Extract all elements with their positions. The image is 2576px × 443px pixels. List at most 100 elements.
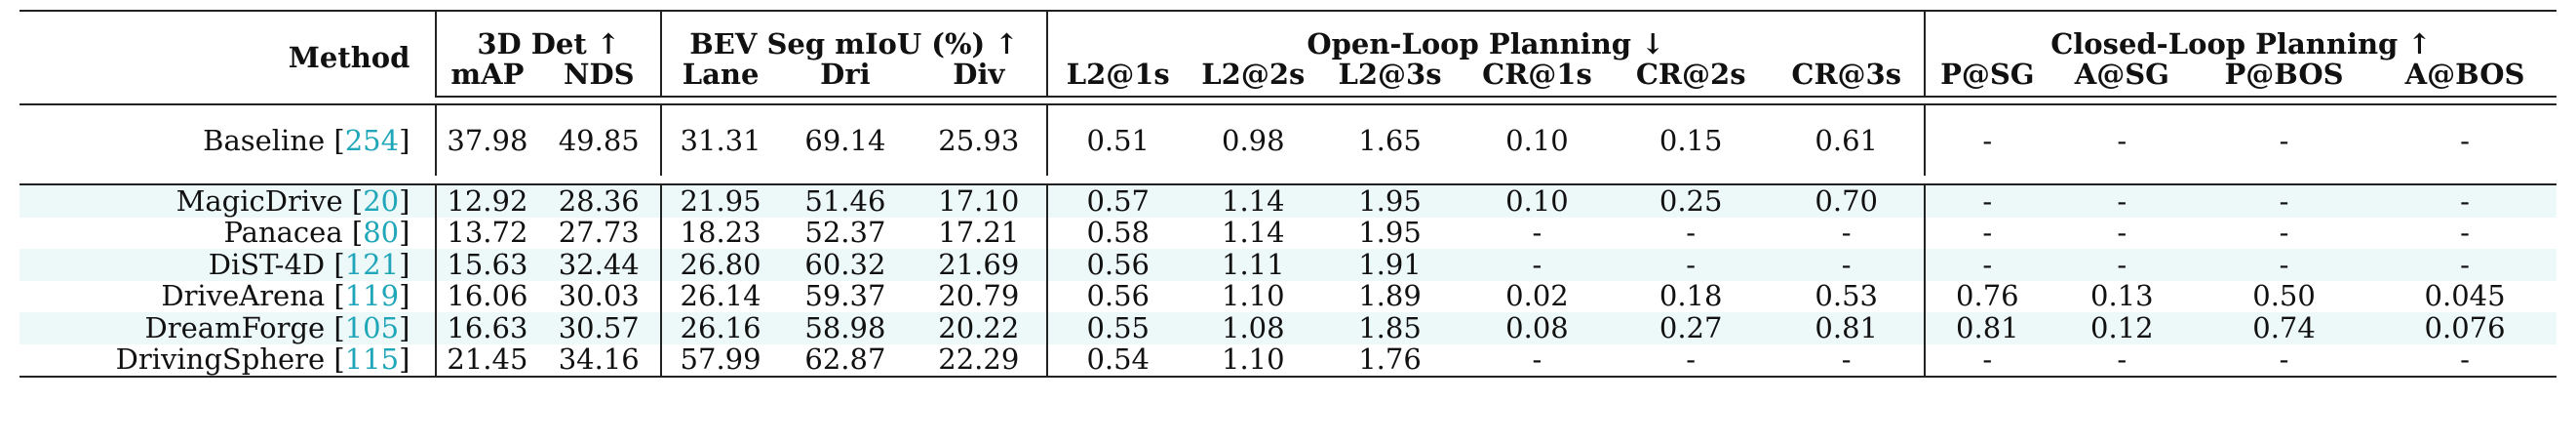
value-cell: 1.08 (1188, 312, 1319, 344)
value-cell: - (1769, 343, 1925, 378)
value-cell: - (1923, 343, 2049, 378)
method-name: MagicDrive (176, 183, 343, 218)
value-cell: 0.076 (2373, 312, 2556, 344)
value-cell: 25.93 (938, 123, 1020, 157)
value-cell: 0.15 (1659, 123, 1723, 157)
value-cell: - (1841, 216, 1852, 250)
top-rule (20, 10, 2556, 12)
citation-link[interactable]: 80 (363, 216, 400, 250)
col-header: A@BOS (2373, 59, 2556, 98)
value-cell: - (2460, 216, 2470, 250)
value-cell: - (2460, 123, 2470, 157)
value-cell: 1.85 (1318, 312, 1462, 344)
citation-link[interactable]: 20 (363, 183, 400, 218)
value-cell: 20.22 (911, 312, 1047, 344)
method-cell: Baseline [254] (203, 123, 410, 157)
closed-loop-group-header: Closed-Loop Planning ↑ (1923, 12, 2556, 59)
value-cell: 22.29 (911, 343, 1047, 378)
method-name: DrivingSphere (115, 342, 326, 377)
value-cell: 1.10 (1188, 343, 1319, 378)
value-cell: 69.14 (804, 123, 886, 157)
value-cell: 1.95 (1358, 216, 1422, 250)
method-name: DreamForge (144, 310, 326, 344)
value-cell: - (1923, 249, 2049, 281)
value-cell: - (2194, 343, 2374, 378)
value-cell: 30.03 (558, 279, 640, 313)
value-cell: 0.50 (2252, 279, 2316, 313)
table-row: Panacea [80] 13.72 27.73 18.23 52.37 17.21 0.5… (20, 216, 2556, 250)
method-name: DiST-4D (208, 247, 326, 281)
method-cell: DiST-4D [121] (20, 247, 437, 281)
value-cell: 1.76 (1318, 343, 1462, 378)
citation-link[interactable]: 119 (344, 279, 400, 313)
value-cell: 0.02 (1505, 279, 1569, 313)
value-cell: - (2049, 249, 2195, 281)
col-header: CR@1s (1462, 59, 1613, 98)
value-cell: 28.36 (537, 184, 662, 218)
value-cell: 30.57 (537, 312, 662, 344)
value-cell: 13.72 (435, 217, 538, 249)
citation-link[interactable]: 254 (344, 123, 400, 157)
value-cell: 0.57 (1045, 184, 1189, 218)
value-cell: - (2049, 343, 2195, 378)
mid-rule (20, 176, 2556, 185)
value-cell: 16.63 (435, 312, 538, 344)
value-cell: 0.54 (1045, 343, 1189, 378)
value-cell: 12.92 (435, 184, 538, 218)
table-row: DiST-4D [121] 15.63 32.44 26.80 60.32 21.69 0.… (20, 249, 2556, 281)
value-cell: 0.98 (1222, 123, 1285, 157)
value-cell: 0.12 (2049, 312, 2195, 344)
col-header: CR@2s (1612, 59, 1770, 98)
value-cell: 60.32 (779, 249, 912, 281)
value-cell: 20.79 (938, 279, 1020, 313)
col-header: P@SG (1923, 59, 2049, 98)
value-cell: 21.95 (660, 184, 780, 218)
value-cell: - (1769, 249, 1925, 281)
value-cell: 1.14 (1188, 184, 1319, 218)
col-header: P@BOS (2194, 59, 2374, 98)
citation-link[interactable]: 115 (344, 342, 400, 377)
method-cell: MagicDrive [20] (20, 183, 437, 218)
value-cell: 0.81 (1769, 312, 1925, 344)
value-cell: - (1532, 216, 1542, 250)
value-cell: 51.46 (779, 184, 912, 218)
value-cell: 26.80 (660, 249, 780, 281)
value-cell: 27.73 (558, 216, 640, 250)
method-rows: MagicDrive [20] 12.92 28.36 21.95 51.46 17.10… (20, 183, 2556, 378)
value-cell: 0.61 (1815, 123, 1878, 157)
det-group-header: 3D Det ↑ (435, 12, 662, 59)
value-cell: 31.31 (660, 104, 780, 176)
method-cell: Panacea [80] (223, 216, 410, 250)
value-cell: 21.45 (435, 343, 538, 378)
value-cell: 49.85 (558, 123, 640, 157)
value-cell: 59.37 (804, 279, 886, 313)
col-header: CR@3s (1769, 59, 1925, 98)
value-cell: - (2279, 216, 2289, 250)
method-name: Baseline (203, 123, 326, 157)
value-cell: - (1462, 343, 1613, 378)
value-cell: 26.14 (660, 280, 780, 312)
value-cell: 17.21 (938, 216, 1020, 250)
value-cell: - (2279, 123, 2289, 157)
method-name: Panacea (223, 216, 343, 250)
value-cell: 16.06 (435, 280, 538, 312)
value-cell: 0.51 (1045, 104, 1189, 176)
results-table: Method 3D Det ↑ BEV Seg mIoU (%) ↑ Open-… (20, 12, 2556, 378)
bev-group-header: BEV Seg mIoU (%) ↑ (660, 12, 1047, 59)
table-row: DrivingSphere [115] 21.45 34.16 57.99 62.87 2… (20, 342, 2556, 378)
value-cell: - (2194, 249, 2374, 281)
value-cell: - (1462, 249, 1613, 281)
value-cell: 1.91 (1318, 249, 1462, 281)
col-header: Dri (779, 59, 912, 98)
value-cell: 0.25 (1612, 184, 1770, 218)
method-cell: DrivingSphere [115] (20, 342, 437, 378)
citation-link[interactable]: 121 (344, 247, 400, 281)
citation-link[interactable]: 105 (344, 310, 400, 344)
col-header: Div (911, 59, 1047, 98)
value-cell: 62.87 (779, 343, 912, 378)
value-cell: 0.81 (1923, 312, 2049, 344)
value-cell: - (1686, 216, 1697, 250)
value-cell: 17.10 (911, 184, 1047, 218)
table-row: DreamForge [105] 16.63 30.57 26.16 58.98 20.2… (20, 312, 2556, 344)
value-cell: 0.58 (1045, 217, 1189, 249)
